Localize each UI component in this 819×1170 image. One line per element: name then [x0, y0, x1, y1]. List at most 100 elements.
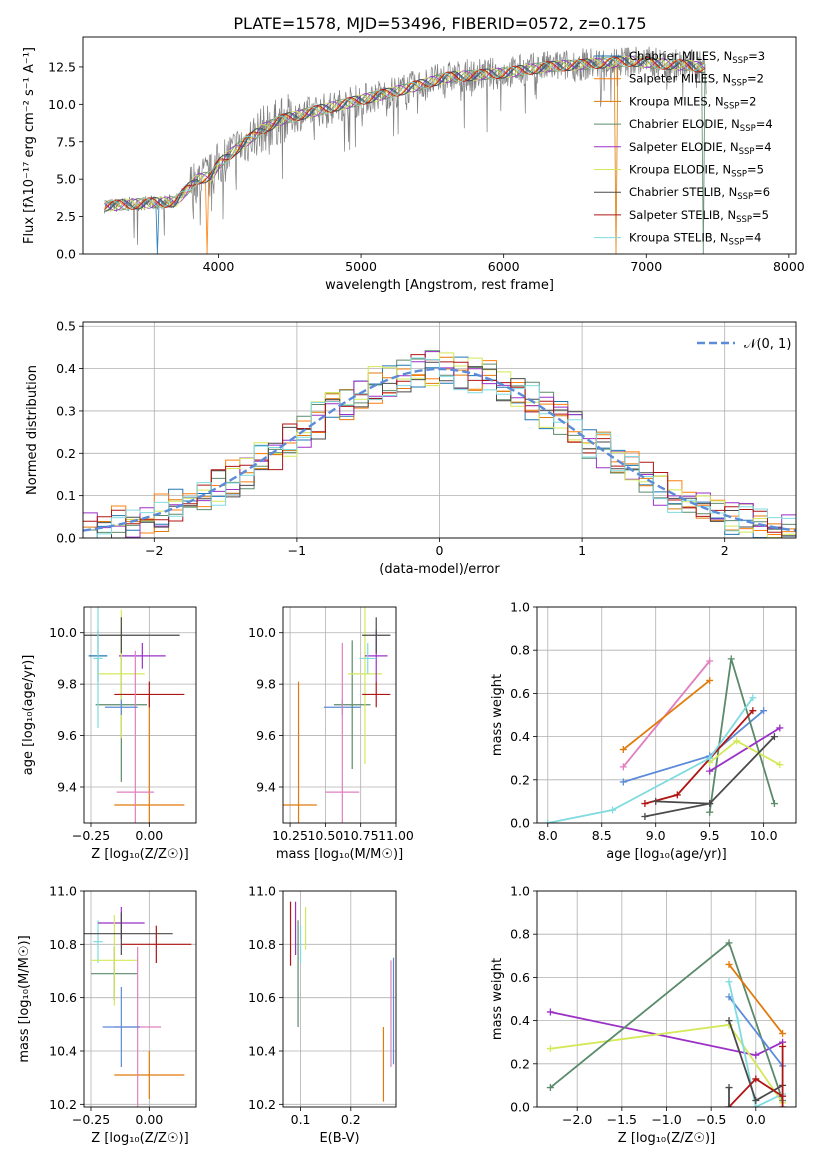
legend-label-sub: SSP — [739, 147, 755, 157]
axes-frame — [282, 890, 397, 1108]
y-tick-label: 0.4 — [510, 1013, 530, 1028]
y-tick-label: 9.4 — [57, 780, 77, 795]
y-axis-label: mass weight — [490, 958, 505, 1040]
legend-label-sub: SSP — [729, 238, 745, 248]
y-tick-label: 10.6 — [49, 990, 77, 1005]
x-tick-label: −2.0 — [562, 1112, 592, 1127]
y-tick-label: 10.2 — [248, 1097, 276, 1112]
series-marker — [725, 1084, 733, 1092]
y-tick-label: 10.0 — [48, 97, 76, 112]
series-marker — [725, 939, 733, 947]
plot-area — [83, 350, 796, 538]
series-line — [547, 697, 754, 823]
y-tick-label: 0.4 — [510, 729, 530, 744]
axes-frame — [282, 606, 397, 824]
y-tick-label: 12.5 — [48, 59, 76, 74]
axes-frame — [83, 890, 197, 1108]
panels: 4000 5000 6000 7000 80000.02.55.07.510.012.5… — [17, 36, 805, 1146]
y-tick-label: 11.0 — [248, 884, 276, 899]
y-tick-label: 0.2 — [56, 446, 76, 461]
series-marker — [706, 800, 714, 808]
series-marker — [734, 1017, 742, 1025]
plot-area — [84, 907, 192, 1107]
series-marker — [609, 806, 617, 814]
series-marker — [727, 655, 735, 663]
y-tick-label: 2.5 — [56, 209, 76, 224]
figure-title: PLATE=1578, MJD=53496, FIBERID=0572, z=0… — [233, 14, 646, 33]
axes-frame — [536, 606, 797, 824]
x-tick-label: 5000 — [345, 259, 377, 274]
y-tick-label: 0.1 — [56, 488, 76, 503]
legend-label-suffix: =4 — [755, 140, 772, 154]
series-marker — [706, 808, 714, 816]
y-tick-label: 10.4 — [248, 1044, 276, 1059]
series-marker — [776, 761, 784, 769]
series-marker — [652, 797, 660, 805]
errorbar-point — [116, 650, 154, 823]
x-tick-label: −0.25 — [72, 828, 110, 843]
panel-residuals: −2 −1 0 1 2 0.0 0.1 0.2 0.3 0.4 0.5 (data-model)/er… — [25, 319, 797, 577]
panel-mass_vs_Z: −0.25 0.00 10.2 10.4 10.6 10.8 11.0 Z [log₁₀(Z/… — [17, 884, 197, 1146]
x-tick-label: −0.25 — [72, 1112, 110, 1127]
legend-label-sub: SSP — [740, 124, 756, 134]
y-tick-label: 0.0 — [510, 816, 530, 831]
errorbar-point — [283, 681, 317, 823]
y-tick-label: 9.6 — [57, 728, 77, 743]
panel-age_vs_mass: 10.25 10.50 10.75 11.00 9.4 9.6 9.8 10.0 mass [l… — [248, 606, 414, 862]
series-marker — [725, 978, 733, 986]
model-line — [104, 56, 706, 212]
series-marker — [619, 778, 627, 786]
y-tick-label: 0.8 — [510, 643, 530, 658]
x-axis-label: wavelength [Angstrom, rest frame] — [325, 278, 554, 293]
x-tick-label: 10.0 — [750, 828, 778, 843]
legend-label-main: Kroupa STELIB, N — [629, 231, 729, 245]
y-tick-label: 0.6 — [510, 970, 530, 985]
series-marker — [776, 724, 784, 732]
series-marker — [546, 1045, 554, 1053]
legend-label: Salpeter ELODIE, NSSP=4 — [629, 140, 772, 157]
errorbar-point — [91, 915, 138, 1006]
series-line — [728, 981, 783, 1107]
x-tick-label: 0.0 — [746, 1112, 766, 1127]
errorbar-point — [325, 643, 360, 823]
series-marker — [779, 1043, 787, 1051]
x-axis-label: E(B-V) — [319, 1131, 359, 1146]
series-marker — [619, 763, 627, 771]
y-tick-label: 0.5 — [56, 319, 76, 334]
x-tick-label: 0 — [436, 543, 444, 558]
y-tick-label: 0.0 — [56, 531, 76, 546]
series-marker — [752, 1097, 760, 1105]
series-marker — [752, 1051, 760, 1059]
legend: 𝒩(0, 1) — [697, 337, 791, 352]
series-marker — [725, 960, 733, 968]
legend-label: Kroupa ELODIE, NSSP=5 — [629, 163, 764, 180]
legend-label-sub: SSP — [731, 170, 747, 180]
axes-frame — [83, 606, 197, 824]
series-marker — [770, 733, 778, 741]
legend-label-sub: SSP — [731, 79, 747, 89]
y-tick-label: 9.8 — [57, 677, 77, 692]
series-marker — [725, 993, 733, 1001]
series-line — [728, 963, 784, 1035]
series-marker — [725, 1017, 733, 1025]
y-axis-label: mass weight — [490, 674, 505, 756]
panel-spectrum: 4000 5000 6000 7000 8000 0.0 2.5 5.0 7.5 10.0 12.5… — [22, 36, 805, 293]
errorbar-point — [362, 617, 391, 654]
y-axis-label: Normed distribution — [25, 365, 40, 495]
legend-label-main: Salpeter ELODIE, N — [629, 140, 739, 154]
x-tick-label: −1.0 — [651, 1112, 681, 1127]
panel-massweight_vs_age: 8.0 8.5 9.0 9.5 10.0 0.0 0.2 0.4 0.6 0.8 1.0 age [l… — [490, 600, 797, 862]
errorbar-point — [84, 617, 180, 654]
series-marker — [706, 754, 714, 762]
series-marker — [619, 746, 627, 754]
errorbar-point — [114, 697, 185, 823]
legend-label-main: Chabrier STELIB, N — [629, 185, 737, 199]
errorbar-point — [93, 920, 103, 963]
x-tick-label: 10.25 — [272, 828, 308, 843]
y-tick-label: 0.6 — [510, 686, 530, 701]
y-tick-label: 7.5 — [56, 134, 76, 149]
legend-label-main: Kroupa ELODIE, N — [629, 163, 731, 177]
legend-label-sub: SSP — [736, 215, 752, 225]
y-tick-label: 0.2 — [510, 772, 530, 787]
